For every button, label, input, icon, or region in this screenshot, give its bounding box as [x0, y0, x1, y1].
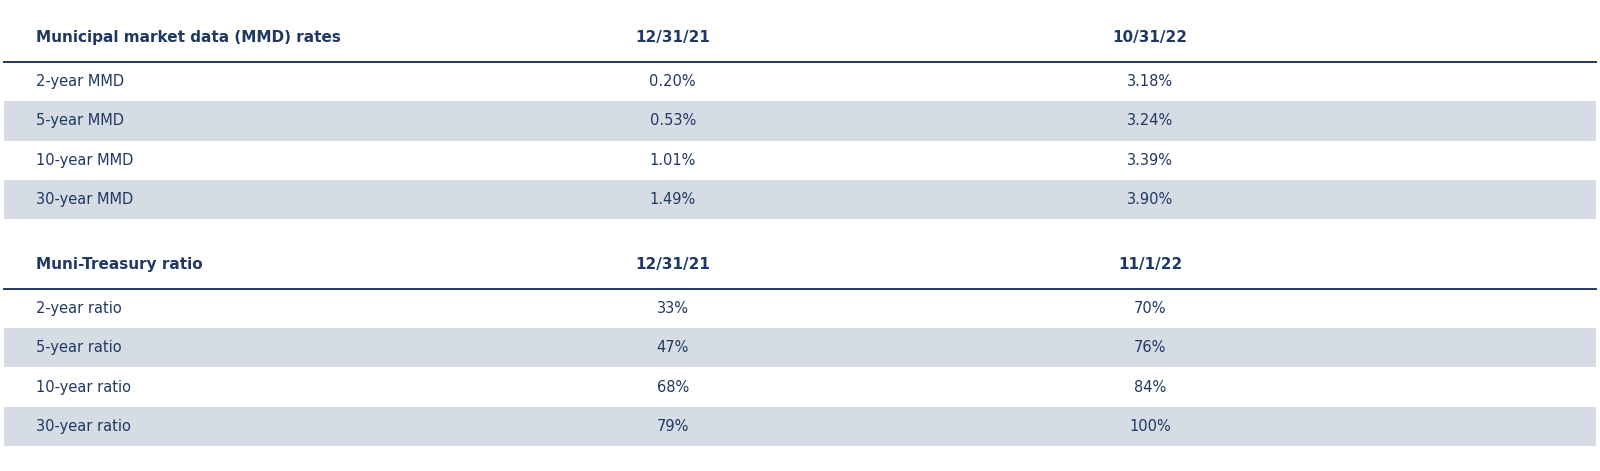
Text: 2-year ratio: 2-year ratio	[35, 301, 122, 316]
Text: 2-year MMD: 2-year MMD	[35, 74, 125, 89]
Text: 3.39%: 3.39%	[1126, 153, 1173, 168]
Text: 84%: 84%	[1134, 380, 1166, 395]
Text: 70%: 70%	[1134, 301, 1166, 316]
Bar	[5, 245, 1595, 289]
Bar	[5, 406, 1595, 446]
Bar	[5, 62, 1595, 101]
Text: 12/31/21: 12/31/21	[635, 30, 710, 45]
Text: 11/1/22: 11/1/22	[1118, 257, 1182, 272]
Bar	[5, 180, 1595, 219]
Text: Municipal market data (MMD) rates: Municipal market data (MMD) rates	[35, 30, 341, 45]
Text: 5-year ratio: 5-year ratio	[35, 340, 122, 355]
Bar	[5, 101, 1595, 141]
Text: 5-year MMD: 5-year MMD	[35, 114, 125, 129]
Text: 3.90%: 3.90%	[1126, 192, 1173, 207]
Text: 10-year ratio: 10-year ratio	[35, 380, 131, 395]
Bar	[5, 18, 1595, 62]
Text: 1.01%: 1.01%	[650, 153, 696, 168]
Text: 33%: 33%	[656, 301, 688, 316]
Text: 79%: 79%	[656, 419, 690, 434]
Text: 10/31/22: 10/31/22	[1112, 30, 1187, 45]
Text: 0.53%: 0.53%	[650, 114, 696, 129]
Text: Muni-Treasury ratio: Muni-Treasury ratio	[35, 257, 203, 272]
Text: 1.49%: 1.49%	[650, 192, 696, 207]
Bar	[5, 367, 1595, 406]
Text: 0.20%: 0.20%	[650, 74, 696, 89]
Text: 3.24%: 3.24%	[1126, 114, 1173, 129]
Text: 30-year MMD: 30-year MMD	[35, 192, 133, 207]
Text: 10-year MMD: 10-year MMD	[35, 153, 133, 168]
Text: 47%: 47%	[656, 340, 690, 355]
Bar	[5, 289, 1595, 328]
Text: 12/31/21: 12/31/21	[635, 257, 710, 272]
Text: 68%: 68%	[656, 380, 688, 395]
Text: 76%: 76%	[1134, 340, 1166, 355]
Text: 3.18%: 3.18%	[1126, 74, 1173, 89]
Text: 30-year ratio: 30-year ratio	[35, 419, 131, 434]
Bar	[5, 328, 1595, 367]
Text: 100%: 100%	[1130, 419, 1171, 434]
Bar	[5, 141, 1595, 180]
